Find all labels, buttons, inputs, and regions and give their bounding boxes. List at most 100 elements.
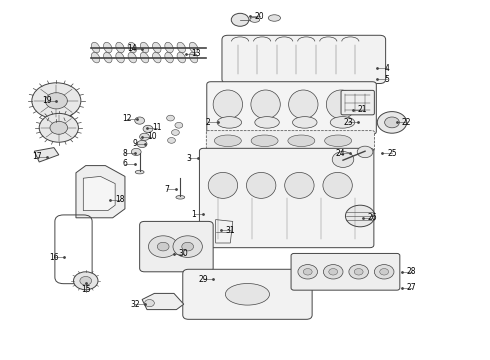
Circle shape [374,265,394,279]
Circle shape [357,146,373,158]
Circle shape [148,236,178,257]
Ellipse shape [285,172,314,198]
Text: 17: 17 [32,152,42,161]
Ellipse shape [217,117,242,128]
Ellipse shape [323,172,352,198]
Circle shape [354,269,363,275]
Text: 4: 4 [385,64,390,73]
FancyBboxPatch shape [199,148,374,248]
Circle shape [45,93,68,109]
Text: 9: 9 [132,139,137,148]
FancyBboxPatch shape [222,35,386,84]
Ellipse shape [250,17,260,22]
Circle shape [345,205,375,227]
Text: 31: 31 [225,226,235,235]
Text: 20: 20 [255,12,265,21]
Text: 3: 3 [186,154,191,163]
Text: 19: 19 [42,96,51,105]
Polygon shape [83,176,115,211]
Ellipse shape [135,170,144,174]
Ellipse shape [289,90,318,119]
Circle shape [377,112,407,133]
Circle shape [298,265,318,279]
Text: 28: 28 [407,267,416,276]
Text: 2: 2 [206,118,211,127]
Circle shape [74,272,98,290]
Ellipse shape [324,135,352,147]
Circle shape [80,276,92,285]
Text: 5: 5 [385,75,390,84]
Ellipse shape [189,42,198,53]
Ellipse shape [293,117,317,128]
Circle shape [303,269,312,275]
Circle shape [135,117,145,124]
Text: 27: 27 [407,284,416,292]
Circle shape [182,242,194,251]
FancyBboxPatch shape [341,90,374,115]
Polygon shape [142,293,184,310]
Ellipse shape [225,284,270,305]
Circle shape [172,130,179,135]
Text: 15: 15 [81,285,91,294]
Ellipse shape [208,172,238,198]
Ellipse shape [251,90,280,119]
Polygon shape [76,166,125,218]
Text: 1: 1 [191,210,196,219]
Circle shape [131,148,141,156]
FancyBboxPatch shape [291,253,400,290]
Text: 22: 22 [402,118,412,127]
Text: 21: 21 [358,105,368,114]
Circle shape [231,13,249,26]
Ellipse shape [246,172,276,198]
Circle shape [329,269,338,275]
Ellipse shape [152,52,161,63]
Circle shape [167,115,174,121]
Circle shape [32,83,81,119]
Circle shape [145,300,154,307]
Text: 23: 23 [343,118,353,127]
Circle shape [143,125,153,132]
Ellipse shape [128,52,137,63]
Text: 32: 32 [130,300,140,309]
Ellipse shape [140,42,149,53]
Text: 8: 8 [122,149,127,158]
Text: 30: 30 [179,249,189,258]
Circle shape [157,242,169,251]
FancyBboxPatch shape [183,269,312,319]
FancyBboxPatch shape [207,82,376,134]
Text: 11: 11 [152,123,162,132]
Ellipse shape [326,90,356,119]
FancyBboxPatch shape [140,221,213,272]
Ellipse shape [128,42,137,53]
Ellipse shape [176,195,185,199]
Ellipse shape [116,52,124,63]
Ellipse shape [152,42,161,53]
Circle shape [332,152,354,167]
Ellipse shape [330,117,355,128]
Text: 29: 29 [198,274,208,284]
Ellipse shape [189,52,198,63]
Text: 24: 24 [336,149,345,158]
Ellipse shape [116,42,124,53]
Circle shape [349,265,368,279]
Circle shape [385,117,399,128]
Ellipse shape [213,90,243,119]
Text: 13: 13 [191,49,201,58]
Circle shape [380,269,389,275]
Text: 12: 12 [122,114,132,123]
Text: 14: 14 [127,44,137,53]
Ellipse shape [215,135,241,147]
Text: 6: 6 [122,159,127,168]
Polygon shape [34,148,59,162]
Circle shape [168,138,175,143]
Text: 16: 16 [49,253,59,262]
Ellipse shape [255,117,279,128]
Text: 18: 18 [115,195,125,204]
Ellipse shape [140,52,149,63]
Circle shape [39,113,78,142]
Text: 26: 26 [368,213,377,222]
Text: 10: 10 [147,132,157,141]
FancyBboxPatch shape [206,131,374,151]
Circle shape [173,236,202,257]
Ellipse shape [165,42,173,53]
